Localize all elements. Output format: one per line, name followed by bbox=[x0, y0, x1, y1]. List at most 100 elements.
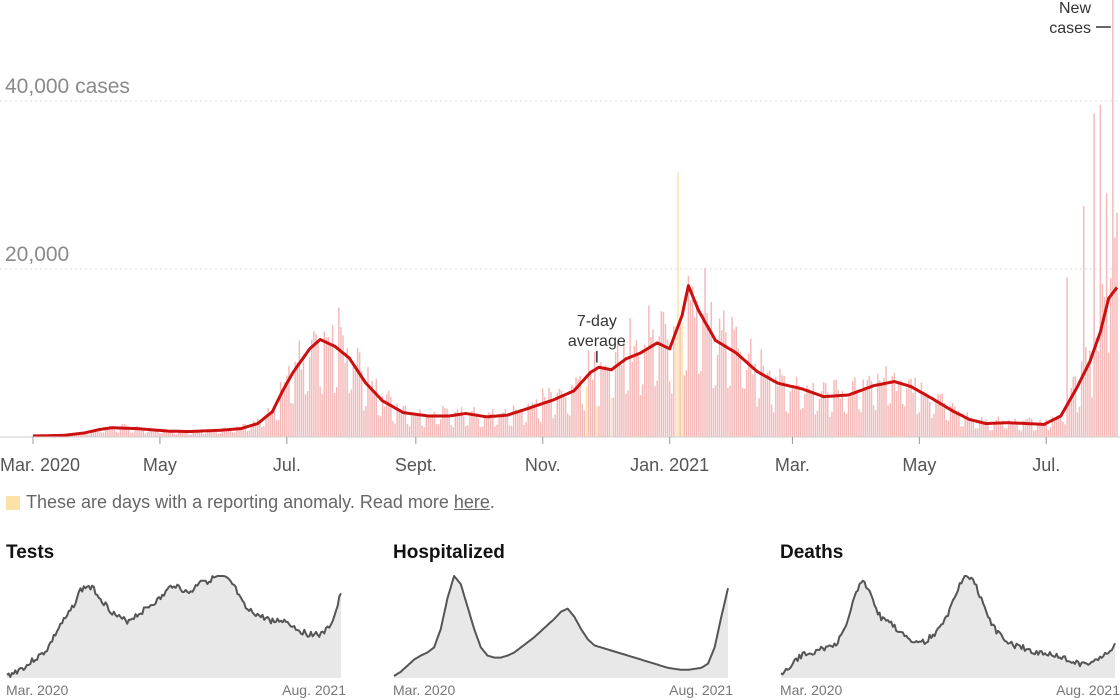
daily-bar bbox=[854, 377, 856, 437]
daily-bar bbox=[656, 380, 658, 437]
daily-bar bbox=[219, 433, 221, 437]
daily-bar bbox=[1105, 193, 1108, 437]
daily-bar bbox=[452, 427, 455, 437]
daily-bar bbox=[621, 365, 623, 437]
daily-bar bbox=[150, 428, 153, 437]
daily-bar bbox=[1064, 424, 1066, 437]
daily-bar bbox=[471, 410, 473, 437]
daily-bar bbox=[1066, 277, 1068, 437]
daily-bar bbox=[319, 386, 321, 437]
daily-bar bbox=[317, 341, 319, 437]
daily-bar bbox=[148, 427, 151, 437]
daily-bar bbox=[910, 378, 912, 437]
daily-bar bbox=[221, 429, 224, 437]
daily-bar bbox=[325, 337, 328, 437]
daily-bar bbox=[288, 366, 290, 437]
daily-bar bbox=[795, 376, 798, 437]
daily-bar bbox=[758, 398, 760, 437]
daily-bar bbox=[906, 388, 908, 437]
daily-bar bbox=[1116, 212, 1118, 437]
daily-bar bbox=[96, 430, 99, 437]
daily-bar bbox=[311, 339, 313, 437]
hospitalized-mini-chart: Hospitalized Mar. 2020 Aug. 2021 bbox=[393, 540, 733, 700]
daily-bar bbox=[167, 431, 169, 437]
daily-bar bbox=[974, 428, 977, 437]
daily-bar bbox=[760, 349, 762, 437]
daily-bar bbox=[125, 425, 128, 437]
daily-bar bbox=[281, 393, 284, 437]
daily-bar bbox=[637, 353, 640, 437]
daily-bar bbox=[883, 378, 885, 437]
daily-bar bbox=[770, 404, 773, 437]
daily-bar bbox=[361, 370, 363, 437]
daily-bar bbox=[234, 432, 236, 437]
daily-bar bbox=[152, 429, 155, 437]
daily-bar bbox=[155, 428, 157, 437]
daily-bar bbox=[951, 403, 954, 437]
daily-bar bbox=[708, 325, 710, 437]
daily-bar bbox=[385, 394, 388, 437]
daily-bar bbox=[163, 428, 165, 437]
daily-bar bbox=[298, 340, 301, 437]
daily-bar bbox=[1068, 398, 1070, 437]
daily-bar bbox=[252, 420, 255, 437]
daily-bar bbox=[739, 352, 742, 437]
daily-bar bbox=[377, 415, 380, 437]
daily-bar bbox=[793, 388, 796, 437]
x-tick-label: May bbox=[902, 455, 936, 475]
daily-bar bbox=[232, 432, 234, 437]
daily-bar bbox=[1107, 352, 1110, 437]
daily-bar bbox=[1018, 430, 1020, 437]
daily-bar bbox=[489, 413, 492, 437]
daily-bar bbox=[417, 413, 419, 437]
read-more-link[interactable]: here bbox=[453, 492, 490, 512]
daily-bar bbox=[577, 378, 579, 437]
daily-bar bbox=[546, 400, 548, 437]
daily-bar bbox=[646, 348, 648, 437]
daily-bar bbox=[1072, 376, 1075, 437]
daily-bar bbox=[983, 422, 985, 437]
daily-bar bbox=[631, 361, 633, 437]
y-axis-labels: 40,000 cases 20,000 bbox=[5, 75, 130, 266]
daily-bar bbox=[1051, 416, 1054, 437]
daily-bar bbox=[132, 432, 134, 437]
daily-bar bbox=[652, 329, 654, 437]
sparkline-area bbox=[394, 576, 728, 678]
daily-bar bbox=[685, 370, 688, 437]
daily-bar bbox=[381, 396, 384, 437]
daily-bar bbox=[413, 412, 415, 437]
daily-bar bbox=[169, 432, 172, 437]
daily-bar bbox=[331, 324, 334, 437]
daily-bar bbox=[953, 406, 956, 437]
daily-bar bbox=[121, 423, 124, 437]
daily-bar bbox=[537, 418, 540, 437]
daily-bar bbox=[987, 423, 989, 437]
daily-bar bbox=[204, 433, 207, 437]
daily-bar bbox=[350, 389, 353, 437]
daily-bar bbox=[458, 413, 461, 437]
daily-bar bbox=[244, 423, 246, 437]
daily-bar bbox=[535, 399, 538, 437]
mini-start-label: Mar. 2020 bbox=[6, 682, 69, 698]
daily-bar bbox=[912, 392, 914, 437]
daily-bar bbox=[729, 385, 731, 437]
daily-bar bbox=[579, 376, 581, 437]
daily-bar bbox=[1012, 422, 1014, 437]
daily-bar bbox=[496, 424, 498, 437]
anomaly-bar bbox=[610, 398, 613, 437]
daily-bar bbox=[306, 391, 309, 437]
daily-bar bbox=[531, 402, 534, 437]
daily-bar bbox=[456, 409, 459, 437]
daily-bar bbox=[190, 434, 192, 437]
daily-bar bbox=[683, 375, 685, 437]
daily-bar bbox=[313, 331, 315, 437]
daily-bar bbox=[781, 375, 783, 437]
daily-bar bbox=[196, 430, 199, 437]
daily-bar bbox=[766, 372, 769, 437]
daily-bar bbox=[344, 362, 346, 437]
daily-bar bbox=[587, 350, 590, 437]
sparkline-line bbox=[780, 575, 1116, 676]
daily-bar bbox=[806, 385, 808, 437]
daily-bar bbox=[995, 420, 998, 437]
daily-bar bbox=[881, 384, 883, 437]
